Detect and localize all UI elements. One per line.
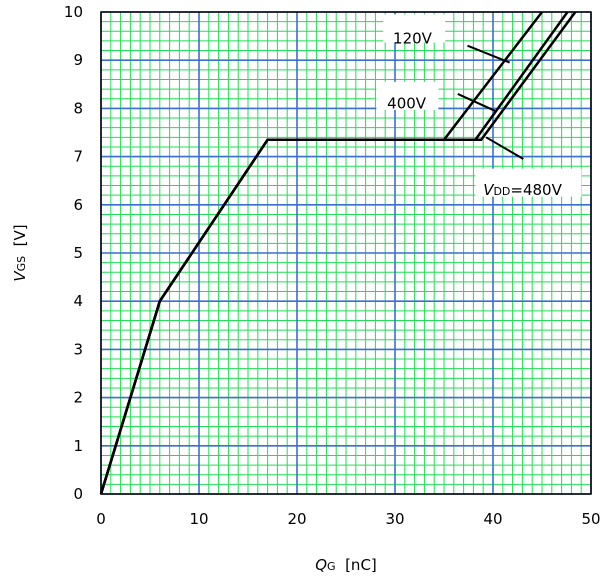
x-tick-label: 10 (189, 510, 208, 528)
y-tick-label: 6 (73, 196, 83, 214)
curves (99, 11, 577, 495)
series-label-480v: VDD=480V (483, 181, 562, 199)
y-axis-title-symbol: V (11, 270, 29, 282)
plot-frame (100, 11, 592, 495)
label-box-480v (475, 168, 582, 197)
leader-line-400v (457, 93, 496, 112)
y-axis-title-unit: [V] (11, 224, 29, 256)
series-label-400v: 400V (387, 94, 427, 112)
y-tick-label: 7 (73, 148, 83, 166)
y-tick-label: 10 (64, 3, 83, 21)
x-tick-label: 30 (385, 510, 404, 528)
series-label-480v-symbol: V (483, 181, 495, 199)
x-axis-title-subscript: G (327, 560, 336, 573)
x-tick-label: 20 (287, 510, 306, 528)
x-axis-title-symbol: Q (315, 556, 327, 574)
x-tick-label: 0 (96, 510, 106, 528)
series-label-120v: 120V (393, 29, 433, 47)
label-box-120v (383, 14, 446, 43)
y-axis-title: VGS [V] (11, 224, 29, 281)
y-tick-label: 5 (73, 244, 83, 262)
series-line-3 (99, 11, 577, 495)
axis-ticks: 0 10 20 30 40 50 0 1 2 3 4 5 6 7 8 9 10 (64, 3, 601, 528)
y-tick-label: 1 (73, 437, 83, 455)
leader-line-480v (485, 136, 524, 160)
y-tick-label: 3 (73, 340, 83, 358)
grid (100, 11, 592, 495)
series-label-480v-subscript: DD (493, 185, 510, 198)
y-tick-label: 0 (73, 485, 83, 503)
y-tick-label: 9 (73, 51, 83, 69)
x-axis-title: QG [nC] (315, 556, 377, 574)
annotations: 120V 400V VDD=480V (376, 14, 582, 199)
series-label-480v-value: =480V (510, 181, 562, 199)
y-tick-label: 8 (73, 99, 83, 117)
x-tick-label: 40 (483, 510, 502, 528)
x-axis-title-unit: [nC] (336, 556, 377, 574)
y-axis-title-subscript: GS (15, 256, 28, 272)
x-tick-label: 50 (581, 510, 600, 528)
y-tick-label: 2 (73, 389, 83, 407)
y-tick-label: 4 (73, 292, 83, 310)
label-box-400v (376, 81, 439, 110)
leader-line-120v (467, 44, 511, 64)
